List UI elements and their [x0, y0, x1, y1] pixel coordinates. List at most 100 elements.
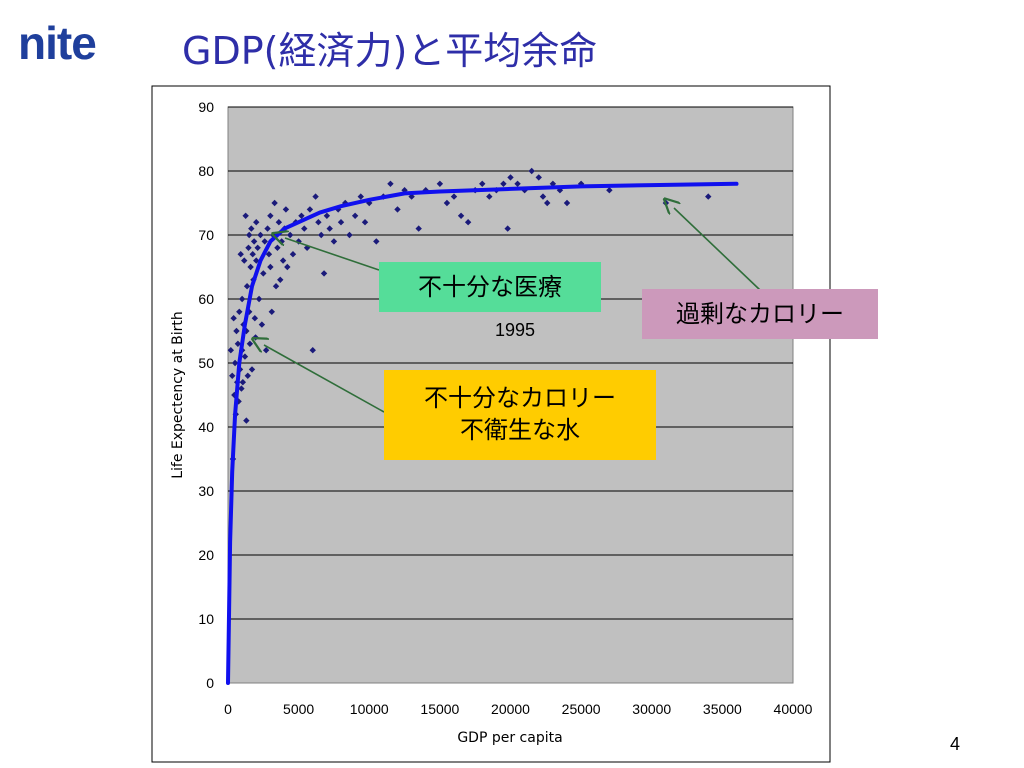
data-point [267, 212, 274, 219]
data-point [237, 251, 244, 258]
data-point [239, 379, 247, 386]
data-point [436, 180, 444, 187]
data-point [241, 353, 249, 360]
x-tick-label: 15000 [420, 701, 459, 717]
data-point [234, 340, 242, 347]
data-point [535, 174, 542, 181]
data-point [238, 295, 246, 303]
data-point [268, 308, 275, 315]
data-point [457, 212, 465, 219]
data-point [606, 187, 613, 194]
data-point [504, 225, 511, 232]
callout-insufficient-care: 不十分な医療 [379, 262, 601, 312]
y-tick-label: 70 [198, 227, 214, 243]
data-point [315, 219, 322, 226]
data-point [250, 238, 258, 245]
data-point [260, 270, 267, 277]
data-point [236, 308, 243, 315]
data-point [242, 212, 249, 219]
data-point [284, 263, 291, 271]
x-tick-label: 20000 [491, 701, 530, 717]
data-point [282, 206, 290, 213]
y-tick-label: 50 [198, 355, 214, 371]
slide-title: GDP(経済力)と平均余命 [182, 29, 598, 73]
callout-poor-conditions: 不十分なカロリー 不衛生な水 [384, 370, 656, 460]
data-point [279, 257, 287, 264]
data-point [289, 251, 297, 258]
data-point [486, 193, 493, 200]
data-point [253, 257, 260, 264]
data-point [261, 238, 268, 245]
y-tick-label: 0 [206, 675, 214, 691]
data-point [361, 219, 369, 226]
data-point [318, 231, 325, 239]
data-point [514, 180, 521, 187]
data-point [247, 263, 254, 271]
data-point [255, 295, 263, 303]
data-point [539, 193, 547, 200]
data-point [258, 321, 266, 328]
callout-excess-calories-text: 過剰なカロリー [676, 300, 844, 328]
data-point [366, 199, 373, 207]
data-point [373, 238, 380, 245]
y-tick-label: 10 [198, 611, 214, 627]
data-point [337, 219, 345, 226]
data-point [443, 199, 451, 207]
data-point [277, 276, 284, 283]
data-point [415, 225, 422, 232]
x-tick-label: 25000 [562, 701, 601, 717]
data-point [253, 219, 260, 226]
data-point [326, 225, 333, 232]
data-point [301, 225, 308, 232]
x-axis-label: GDP per capita [457, 730, 562, 746]
callout-poor-line1: 不十分なカロリー [424, 384, 616, 412]
data-point [346, 231, 353, 239]
data-point [243, 283, 251, 290]
data-point [233, 327, 240, 335]
data-point [241, 257, 248, 264]
data-point [249, 251, 256, 258]
x-tick-label: 0 [224, 701, 232, 717]
y-tick-label: 40 [198, 419, 214, 435]
x-tick-label: 35000 [703, 701, 742, 717]
nite-logo: nite [18, 17, 97, 69]
page-number: 4 [950, 734, 961, 754]
data-point [500, 180, 507, 187]
data-point [479, 180, 486, 187]
callout-excess-calories: 過剰なカロリー [642, 289, 878, 339]
data-point [306, 206, 314, 213]
data-point [298, 212, 305, 219]
data-point [387, 180, 394, 187]
data-point [244, 372, 251, 379]
data-point [267, 263, 274, 271]
data-point [227, 347, 235, 354]
data-point [271, 199, 278, 207]
arrow-excess [674, 208, 761, 291]
x-tick-label: 40000 [774, 701, 813, 717]
x-tick-label: 10000 [350, 701, 389, 717]
data-point [243, 417, 250, 424]
data-point [309, 347, 316, 354]
data-point [272, 283, 280, 290]
data-point [275, 219, 283, 226]
data-point [528, 167, 535, 175]
data-point [323, 212, 331, 219]
data-point [254, 244, 261, 251]
y-tick-label: 60 [198, 291, 214, 307]
y-tick-label: 80 [198, 163, 214, 179]
data-point [544, 199, 551, 207]
x-tick-label: 30000 [632, 701, 671, 717]
data-point [230, 315, 237, 322]
data-point [245, 231, 253, 239]
trend-line [226, 181, 739, 685]
data-point [248, 366, 256, 373]
x-tick-label: 5000 [283, 701, 314, 717]
callout-insufficient-care-text: 不十分な医療 [418, 273, 562, 301]
data-point [229, 372, 236, 379]
data-point [248, 225, 255, 232]
data-point [705, 193, 712, 200]
data-point [245, 244, 252, 251]
data-point [274, 244, 281, 251]
y-tick-label: 30 [198, 483, 214, 499]
